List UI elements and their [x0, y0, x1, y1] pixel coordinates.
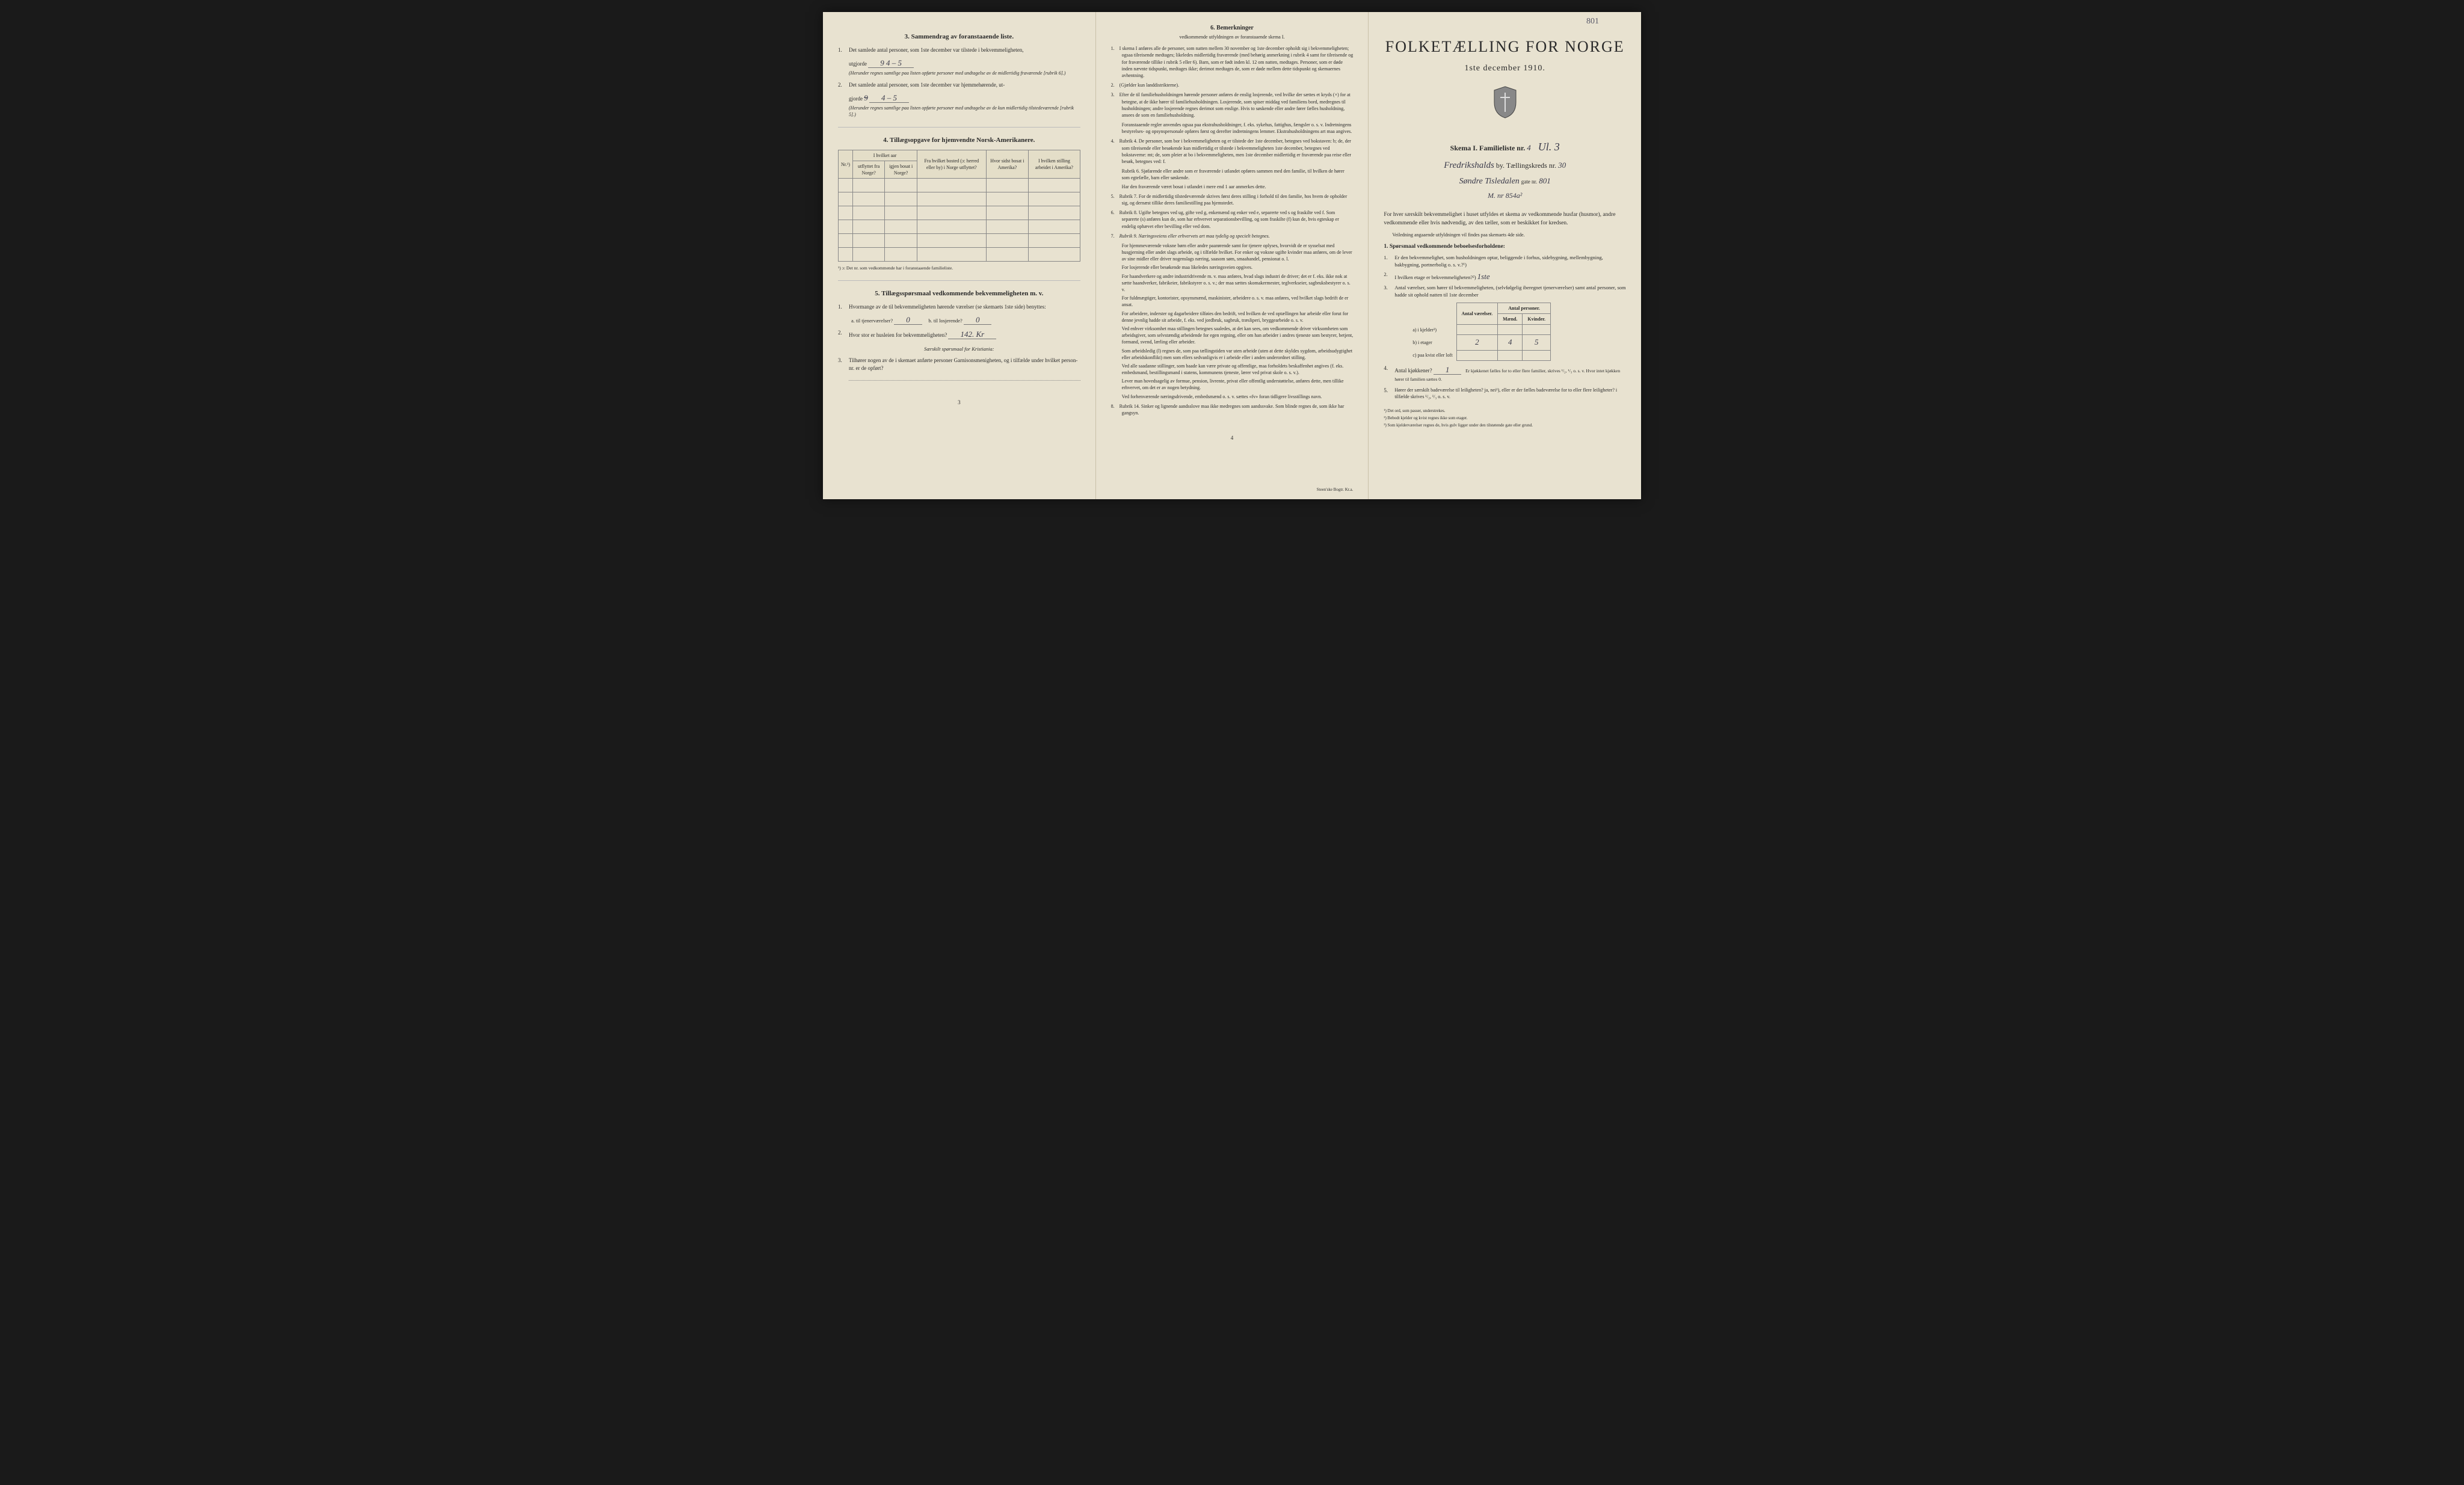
- census-document: 3. Sammendrag av foranstaaende liste. 1.…: [823, 12, 1641, 499]
- city-line: Fredrikshalds by. Tællingskreds nr. 30: [1384, 159, 1626, 172]
- q4: 4.Antal kjøkkener? 1 Er kjøkkenet fælles…: [1384, 364, 1626, 383]
- s3-item1: 1. Det samlede antal personer, som 1ste …: [838, 46, 1080, 54]
- s5-q2: 2. Hvor stor er husleien for bekvemmelig…: [838, 329, 1080, 340]
- remark-6: 6.Rubrik 8. Ugifte betegnes ved ug, gift…: [1111, 209, 1354, 230]
- intro-text: For hver særskilt bekvemmelighet i huset…: [1384, 211, 1626, 228]
- table-row: [839, 192, 1080, 206]
- page-middle: 6. Bemerkninger vedkommende utfyldningen…: [1096, 12, 1369, 499]
- q1-3: 3.Antal værelser, som hører til bekvemme…: [1384, 284, 1626, 299]
- table-row: [839, 220, 1080, 234]
- table-row: b) i etager 2 4 5: [1408, 335, 1550, 350]
- s5-kristiania: Særskilt spørsmaal for Kristiania:: [838, 346, 1080, 353]
- page-number-mid: 4: [1111, 434, 1354, 442]
- table-row: [839, 179, 1080, 192]
- remark-1: 1.I skema I anføres alle de personer, so…: [1111, 45, 1354, 79]
- table-row: a) i kjelder³): [1408, 325, 1550, 335]
- city-name: Fredrikshalds: [1444, 161, 1494, 170]
- footnotes: ¹) Det ord, som passer, understrekes. ²)…: [1384, 408, 1626, 428]
- s4-table: Nr.¹) I hvilket aar Fra hvilket bosted (…: [838, 150, 1080, 262]
- s5-q1: 1. Hvormange av de til bekvemmeligheten …: [838, 303, 1080, 311]
- s3-item2: 2. Det samlede antal personer, som 1ste …: [838, 81, 1080, 89]
- s3-val2a: 9: [864, 93, 868, 102]
- q5: 5.Hører der særskilt badeværelse til lei…: [1384, 387, 1626, 400]
- section6-title: 6. Bemerkninger: [1111, 24, 1354, 32]
- page-left: 3. Sammendrag av foranstaaende liste. 1.…: [823, 12, 1096, 499]
- coat-of-arms-icon: [1384, 85, 1626, 121]
- intro-sub: Veiledning angaaende utfyldningen vil fi…: [1392, 232, 1626, 238]
- s5-q1a-val: 0: [894, 315, 922, 325]
- table-row: [839, 248, 1080, 262]
- kitchens-val: 1: [1434, 365, 1462, 375]
- q1-2: 2.I hvilken etage er bekvemmeligheten?²)…: [1384, 271, 1626, 282]
- street-line: Søndre Tisledalen gate nr. 801: [1384, 176, 1626, 188]
- main-title: FOLKETÆLLING FOR NORGE: [1384, 36, 1626, 58]
- floor-val: 1ste: [1477, 272, 1490, 281]
- remark-4: 4.Rubrik 4. De personer, som bor i bekve…: [1111, 138, 1354, 165]
- section5-title: 5. Tillægsspørsmaal vedkommende bekvemme…: [838, 289, 1080, 298]
- section6-sub: vedkommende utfyldningen av foranstaaend…: [1111, 34, 1354, 40]
- matrikkel-nr: M. nr 854a²: [1488, 191, 1522, 200]
- s5-q2-val: 142. Kr: [948, 330, 996, 339]
- q1-heading: 1. Spørsmaal vedkommende beboelsesforhol…: [1384, 243, 1626, 251]
- printer-imprint: Steen'ske Bogtr. Kr.a.: [1317, 487, 1354, 493]
- s3-val1: 9 4 – 5: [868, 58, 914, 68]
- remark-8: 8.Rubrik 14. Sinker og lignende aandsslo…: [1111, 403, 1354, 416]
- rooms-table: Antal værelser. Antal personer. Mænd. Kv…: [1408, 303, 1551, 361]
- remark-7: 7.Rubrik 9. Næringsveiens eller erhverve…: [1111, 233, 1354, 239]
- men-b: 4: [1498, 335, 1523, 350]
- annotation-801: 801: [1586, 16, 1599, 28]
- s5-q3: 3. Tilhører nogen av de i skemaet anført…: [838, 357, 1080, 372]
- remark-2: 2.(Gjælder kun landdistrikterne).: [1111, 82, 1354, 88]
- schema-extra: Ul. 3: [1538, 141, 1560, 153]
- street-name: Søndre Tisledalen: [1459, 177, 1520, 186]
- table-row: [839, 206, 1080, 220]
- s3-note1: (Herunder regnes samtlige paa listen opf…: [849, 70, 1080, 76]
- s3-val2: 4 – 5: [869, 93, 909, 103]
- women-b: 5: [1523, 335, 1551, 350]
- q1-1: 1.Er den bekvemmelighet, som husholdning…: [1384, 254, 1626, 269]
- page-number-left: 3: [838, 399, 1080, 407]
- table-row: [839, 234, 1080, 248]
- section3-title: 3. Sammendrag av foranstaaende liste.: [838, 32, 1080, 42]
- schema-line: Skema I. Familieliste nr. 4 Ul. 3: [1384, 140, 1626, 155]
- s5-q1b-val: 0: [964, 315, 992, 325]
- rooms-b: 2: [1456, 335, 1498, 350]
- street-nr: 801: [1539, 176, 1551, 185]
- remark-3: 3.Efter de til familiehusholdningen høre…: [1111, 91, 1354, 118]
- s4-footnote: ¹) ɔ: Det nr. som vedkommende har i fora…: [838, 265, 1080, 272]
- census-date: 1ste december 1910.: [1384, 63, 1626, 75]
- table-row: c) paa kvist eller loft: [1408, 350, 1550, 360]
- family-list-nr: 4: [1527, 143, 1531, 152]
- district-nr: 30: [1558, 161, 1566, 170]
- section4-title: 4. Tillægsopgave for hjemvendte Norsk-Am…: [838, 136, 1080, 145]
- remark-5: 5.Rubrik 7. For de midlertidig tilstedev…: [1111, 193, 1354, 206]
- page-right: 801 FOLKETÆLLING FOR NORGE 1ste december…: [1369, 12, 1641, 499]
- s3-note2: (Herunder regnes samtlige paa listen opf…: [849, 105, 1080, 118]
